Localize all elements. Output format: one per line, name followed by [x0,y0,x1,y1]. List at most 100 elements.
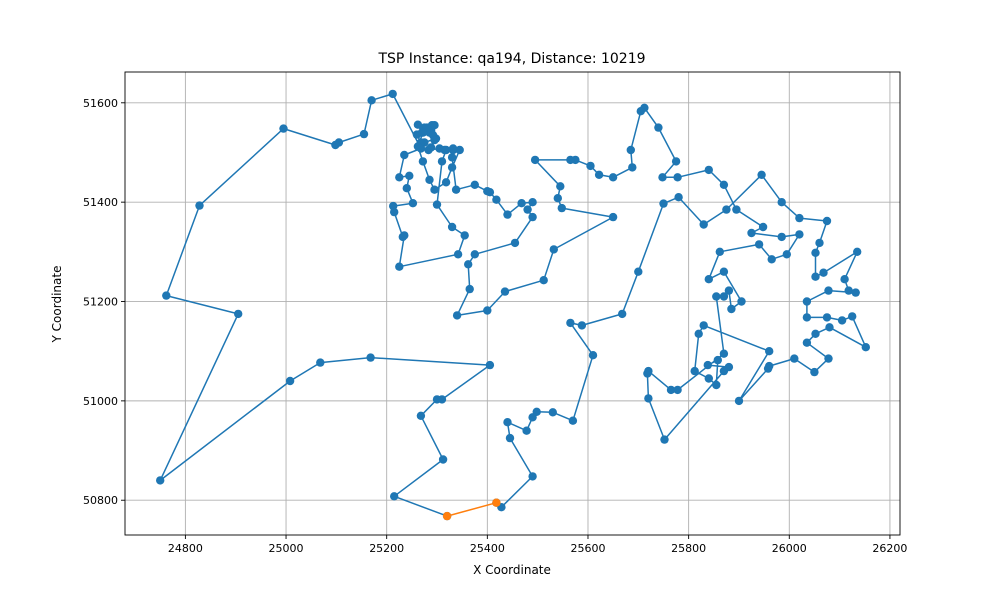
city-point [464,260,473,269]
city-point [451,185,461,194]
city-point [156,476,165,485]
city-point [594,170,604,179]
closing-edge-point [442,511,452,521]
city-point [765,347,774,356]
x-tick-label: 25600 [570,542,605,555]
closing-edge-line [446,501,497,517]
city-point [713,355,722,365]
city-point [402,184,411,193]
city-point [802,338,812,347]
city-point [438,455,448,464]
city-point [719,349,729,358]
city-point [618,309,627,319]
city-point [819,268,828,277]
city-point [418,157,428,166]
city-point [465,284,474,294]
city-point [722,205,731,214]
x-tick-label: 26200 [872,542,907,555]
city-point [577,321,587,330]
city-point [430,185,439,194]
city-point [636,107,645,116]
city-point [704,165,713,175]
city-point [510,238,520,248]
city-point [485,360,495,370]
city-point [811,248,820,257]
city-point [398,232,407,242]
city-point [447,163,457,172]
city-point [673,385,682,395]
city-point [285,376,295,386]
city-point [848,312,857,321]
y-tick-label: 51000 [83,395,118,408]
city-point [366,353,375,362]
city-point [719,267,729,276]
city-point [704,275,713,284]
city-point [532,407,541,416]
city-point [815,238,824,248]
city-point [608,173,618,182]
city-point [503,418,512,427]
city-point [522,426,531,435]
city-point [470,180,479,189]
city-point [528,198,537,207]
city-point [460,231,469,240]
city-point [767,255,776,264]
city-point [712,292,721,301]
city-point [453,250,463,259]
x-tick-label: 25800 [671,542,706,555]
city-point [694,329,703,338]
city-point [703,360,712,370]
city-point [425,175,434,184]
city-point [747,228,756,238]
city-point [234,309,243,319]
city-point [628,163,637,172]
city-point [418,128,428,137]
city-point [644,366,653,376]
city-point [837,316,847,325]
city-point [316,358,325,367]
city-point [441,178,451,187]
closing-edge-point [492,498,501,507]
city-point [658,173,667,182]
city-point [810,367,819,377]
y-tick-label: 50800 [83,494,118,507]
city-point [666,385,676,395]
city-point [719,366,729,376]
city-point [608,212,618,222]
y-tick-label: 51400 [83,196,118,209]
city-point [528,472,537,481]
city-point [455,145,464,155]
city-point [754,240,764,249]
x-axis-label: X Coordinate [473,563,551,577]
city-point [777,232,786,242]
city-point [505,433,515,443]
city-point [331,140,340,150]
city-point [530,155,540,165]
x-tick-label: 25400 [470,542,505,555]
city-point [426,143,436,152]
city-point [483,306,492,315]
city-point [802,297,812,306]
city-point [447,153,457,162]
city-point [528,212,537,222]
city-point [734,396,744,406]
city-point [452,311,462,320]
y-axis-label: Y Coordinate [50,266,64,344]
city-point [492,195,501,204]
city-point [549,245,558,254]
city-point [822,216,832,226]
x-tick-label: 25200 [369,542,404,555]
city-point [566,155,575,165]
city-point [704,374,713,383]
x-tick-label: 25000 [269,542,304,555]
city-point [162,291,171,300]
city-point [503,210,512,219]
city-point [699,220,708,229]
city-point [432,395,442,404]
city-point [724,286,734,295]
city-point [825,323,834,332]
city-point [727,304,736,314]
city-point [790,354,799,363]
city-point [432,200,442,209]
